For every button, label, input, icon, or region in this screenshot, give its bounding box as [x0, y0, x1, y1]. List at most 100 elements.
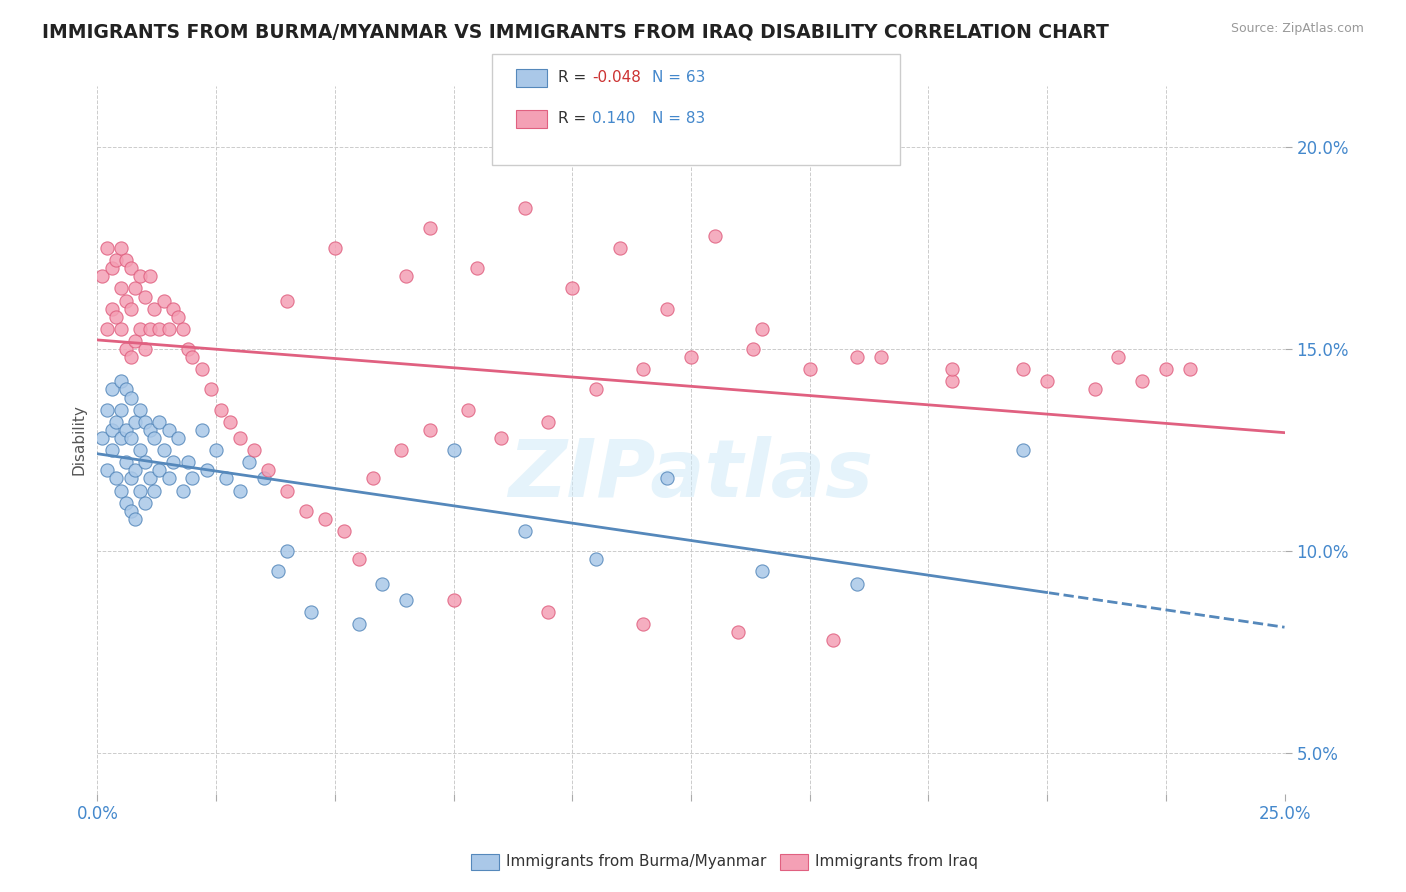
Point — [172, 322, 194, 336]
Point — [419, 220, 441, 235]
Point — [100, 301, 122, 316]
Point — [243, 443, 266, 458]
Point — [105, 253, 128, 268]
Point — [585, 383, 607, 397]
Point — [276, 544, 298, 558]
Point — [100, 261, 122, 276]
Point — [120, 301, 142, 316]
Point — [110, 402, 132, 417]
Point — [96, 463, 118, 477]
Point — [191, 423, 214, 437]
Point — [110, 431, 132, 445]
Point — [138, 423, 160, 437]
Point — [110, 281, 132, 295]
Point — [489, 431, 512, 445]
Point — [1012, 443, 1035, 458]
Point — [124, 415, 146, 429]
Point — [323, 241, 346, 255]
Point — [110, 241, 132, 255]
Point — [138, 322, 160, 336]
Point — [115, 423, 138, 437]
Point — [115, 455, 138, 469]
Point — [129, 483, 152, 498]
Point — [537, 605, 560, 619]
Point — [1178, 362, 1201, 376]
Point — [105, 415, 128, 429]
Point — [115, 383, 138, 397]
Point — [110, 322, 132, 336]
Point — [138, 269, 160, 284]
Point — [195, 463, 218, 477]
Point — [585, 552, 607, 566]
Point — [148, 415, 170, 429]
Point — [120, 350, 142, 364]
Text: R =: R = — [558, 112, 586, 126]
Point — [299, 605, 322, 619]
Point — [257, 463, 280, 477]
Point — [214, 471, 236, 485]
Point — [657, 301, 679, 316]
Point — [371, 576, 394, 591]
Point — [134, 289, 156, 303]
Point — [120, 431, 142, 445]
Text: N = 63: N = 63 — [652, 70, 706, 85]
Point — [333, 524, 356, 538]
Point — [457, 402, 479, 417]
Point — [134, 496, 156, 510]
Point — [115, 293, 138, 308]
Point — [823, 633, 845, 648]
Point — [100, 423, 122, 437]
Point — [181, 350, 204, 364]
Point — [295, 504, 318, 518]
Point — [537, 415, 560, 429]
Point — [347, 616, 370, 631]
Point — [181, 471, 204, 485]
Point — [276, 483, 298, 498]
Point — [609, 241, 631, 255]
Point — [229, 431, 252, 445]
Point — [395, 592, 418, 607]
Point — [124, 281, 146, 295]
Point — [91, 269, 114, 284]
Point — [129, 443, 152, 458]
Point — [134, 342, 156, 356]
Point — [870, 350, 893, 364]
Point — [115, 342, 138, 356]
Point — [91, 431, 114, 445]
Text: Immigrants from Burma/Myanmar: Immigrants from Burma/Myanmar — [506, 855, 766, 869]
Point — [799, 362, 821, 376]
Point — [703, 228, 725, 243]
Point — [138, 471, 160, 485]
Point — [419, 423, 441, 437]
Point — [1083, 383, 1105, 397]
Point — [191, 362, 214, 376]
Point — [143, 431, 166, 445]
Point — [727, 625, 749, 640]
Point — [395, 269, 418, 284]
Point — [252, 471, 274, 485]
Point — [1012, 362, 1035, 376]
Point — [443, 443, 465, 458]
Point — [157, 471, 180, 485]
Text: Source: ZipAtlas.com: Source: ZipAtlas.com — [1230, 22, 1364, 36]
Point — [129, 269, 152, 284]
Point — [1107, 350, 1129, 364]
Text: Immigrants from Iraq: Immigrants from Iraq — [815, 855, 979, 869]
Point — [120, 391, 142, 405]
Point — [941, 362, 963, 376]
Point — [157, 423, 180, 437]
Point — [96, 241, 118, 255]
Point — [1154, 362, 1177, 376]
Point — [229, 483, 252, 498]
Point — [751, 322, 773, 336]
Point — [1130, 375, 1153, 389]
Point — [115, 496, 138, 510]
Point — [176, 455, 198, 469]
Point — [633, 362, 655, 376]
Point — [633, 616, 655, 631]
Point — [105, 310, 128, 324]
Point — [115, 253, 138, 268]
Point — [124, 463, 146, 477]
Point — [846, 576, 869, 591]
Text: ZIPatlas: ZIPatlas — [509, 436, 873, 515]
